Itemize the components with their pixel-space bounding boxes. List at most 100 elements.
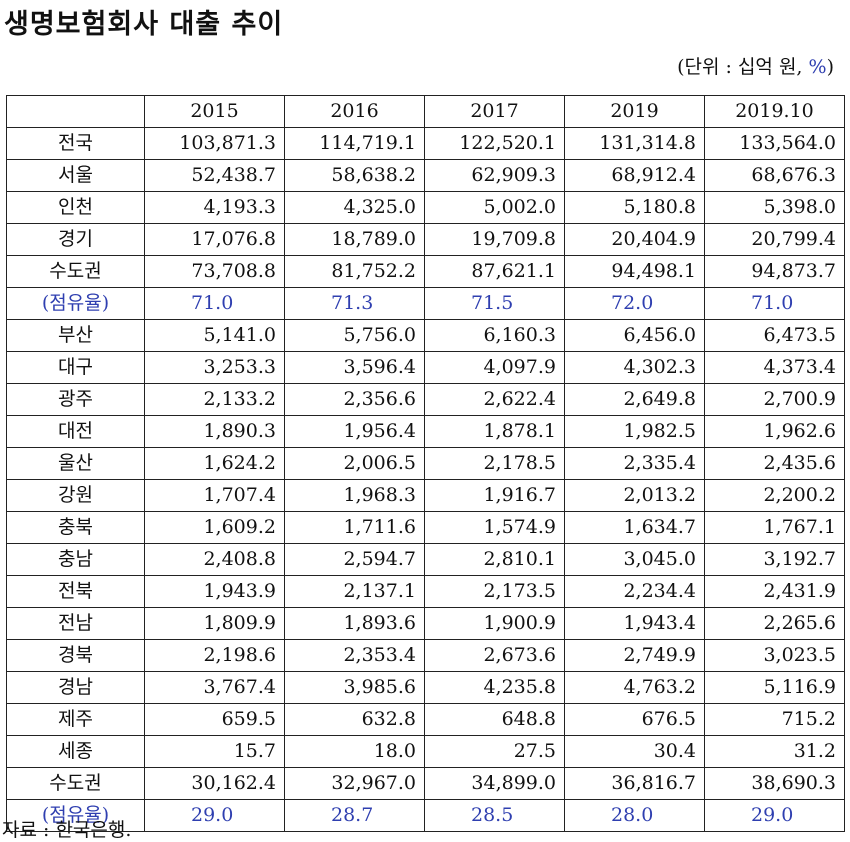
value-cell: 1,634.7 (564, 511, 705, 544)
value-cell: 68,676.3 (704, 159, 845, 192)
value-cell: 2,622.4 (424, 383, 565, 416)
value-cell: 103,871.3 (144, 127, 285, 160)
table-row: 세종 15.7 18.0 27.5 30.4 31.2 (6, 735, 845, 768)
value-cell: 2,133.2 (144, 383, 285, 416)
value-cell: 2,200.2 (704, 479, 845, 512)
table-row: 수도권 73,708.8 81,752.2 87,621.1 94,498.1 94,87… (6, 255, 845, 288)
value-cell: 38,690.3 (704, 767, 845, 800)
row-label: 부산 (6, 319, 145, 352)
value-cell: 2,265.6 (704, 607, 845, 640)
row-label: (점유율) (6, 799, 145, 832)
value-cell: 5,180.8 (564, 191, 705, 224)
value-cell: 28.0 (564, 799, 705, 832)
row-label: 경남 (6, 671, 145, 704)
header-cell-year: 2019 (564, 95, 705, 128)
value-cell: 632.8 (284, 703, 425, 736)
value-cell: 27.5 (424, 735, 565, 768)
header-cell-corner (6, 95, 145, 128)
value-cell: 73,708.8 (144, 255, 285, 288)
value-cell: 1,943.9 (144, 575, 285, 608)
row-label: 전북 (6, 575, 145, 608)
value-cell: 1,982.5 (564, 415, 705, 448)
value-cell: 2,810.1 (424, 543, 565, 576)
value-cell: 4,325.0 (284, 191, 425, 224)
share-row: (점유율) 71.0 71.3 71.5 72.0 71.0 (6, 287, 845, 320)
value-cell: 18.0 (284, 735, 425, 768)
value-cell: 676.5 (564, 703, 705, 736)
value-cell: 1,916.7 (424, 479, 565, 512)
value-cell: 36,816.7 (564, 767, 705, 800)
value-cell: 3,253.3 (144, 351, 285, 384)
value-cell: 2,435.6 (704, 447, 845, 480)
value-cell: 122,520.1 (424, 127, 565, 160)
value-cell: 28.7 (284, 799, 425, 832)
value-cell: 20,404.9 (564, 223, 705, 256)
row-label: 경북 (6, 639, 145, 672)
value-cell: 1,624.2 (144, 447, 285, 480)
value-cell: 2,408.8 (144, 543, 285, 576)
page-title: 생명보험회사 대출 추이 (4, 9, 284, 40)
value-cell: 1,893.6 (284, 607, 425, 640)
table-row: 대전 1,890.3 1,956.4 1,878.1 1,982.5 1,962.6 (6, 415, 845, 448)
table-row: 충북 1,609.2 1,711.6 1,574.9 1,634.7 1,767.1 (6, 511, 845, 544)
value-cell: 1,968.3 (284, 479, 425, 512)
value-cell: 31.2 (704, 735, 845, 768)
value-cell: 68,912.4 (564, 159, 705, 192)
value-cell: 87,621.1 (424, 255, 565, 288)
value-cell: 131,314.8 (564, 127, 705, 160)
value-cell: 3,596.4 (284, 351, 425, 384)
row-label: 경기 (6, 223, 145, 256)
row-label: 수도권 (6, 767, 145, 800)
row-label: 세종 (6, 735, 145, 768)
table-row: 전국 103,871.3 114,719.1 122,520.1 131,314.8 13… (6, 127, 845, 160)
value-cell: 15.7 (144, 735, 285, 768)
value-cell: 2,335.4 (564, 447, 705, 480)
value-cell: 1,711.6 (284, 511, 425, 544)
table-row: 경북 2,198.6 2,353.4 2,673.6 2,749.9 3,023.5 (6, 639, 845, 672)
value-cell: 2,137.1 (284, 575, 425, 608)
row-label: 광주 (6, 383, 145, 416)
value-cell: 4,193.3 (144, 191, 285, 224)
header-cell-year: 2016 (284, 95, 425, 128)
value-cell: 2,749.9 (564, 639, 705, 672)
value-cell: 28.5 (424, 799, 565, 832)
value-cell: 2,353.4 (284, 639, 425, 672)
value-cell: 5,141.0 (144, 319, 285, 352)
value-cell: 32,967.0 (284, 767, 425, 800)
table-row: 충남 2,408.8 2,594.7 2,810.1 3,045.0 3,192.7 (6, 543, 845, 576)
value-cell: 3,023.5 (704, 639, 845, 672)
table-row: 경남 3,767.4 3,985.6 4,235.8 4,763.2 5,116.9 (6, 671, 845, 704)
table-row: 울산 1,624.2 2,006.5 2,178.5 2,335.4 2,435.6 (6, 447, 845, 480)
value-cell: 2,013.2 (564, 479, 705, 512)
value-cell: 4,097.9 (424, 351, 565, 384)
row-label: 전국 (6, 127, 145, 160)
value-cell: 4,373.4 (704, 351, 845, 384)
unit-note-percent: % (808, 56, 827, 78)
row-label: 울산 (6, 447, 145, 480)
value-cell: 6,456.0 (564, 319, 705, 352)
row-label: 제주 (6, 703, 145, 736)
value-cell: 6,473.5 (704, 319, 845, 352)
value-cell: 94,498.1 (564, 255, 705, 288)
table-row: 강원 1,707.4 1,968.3 1,916.7 2,013.2 2,200.2 (6, 479, 845, 512)
value-cell: 72.0 (564, 287, 705, 320)
value-cell: 114,719.1 (284, 127, 425, 160)
header-cell-year: 2017 (424, 95, 565, 128)
value-cell: 1,956.4 (284, 415, 425, 448)
unit-note: (단위 : 십억 원, %) (677, 52, 834, 79)
table-row: 수도권 30,162.4 32,967.0 34,899.0 36,816.7 38,69… (6, 767, 845, 800)
value-cell: 29.0 (704, 799, 845, 832)
value-cell: 2,006.5 (284, 447, 425, 480)
row-label: (점유율) (6, 287, 145, 320)
loan-table: 2015 2016 2017 2019 2019.10 전국 103,871.3 114,7… (6, 95, 845, 832)
unit-note-suffix: ) (826, 56, 834, 78)
table-body: 전국 103,871.3 114,719.1 122,520.1 131,314.8 13… (6, 127, 845, 832)
value-cell: 52,438.7 (144, 159, 285, 192)
table-row: 부산 5,141.0 5,756.0 6,160.3 6,456.0 6,473.5 (6, 319, 845, 352)
value-cell: 715.2 (704, 703, 845, 736)
value-cell: 4,235.8 (424, 671, 565, 704)
value-cell: 2,198.6 (144, 639, 285, 672)
value-cell: 2,649.8 (564, 383, 705, 416)
value-cell: 4,763.2 (564, 671, 705, 704)
value-cell: 2,234.4 (564, 575, 705, 608)
